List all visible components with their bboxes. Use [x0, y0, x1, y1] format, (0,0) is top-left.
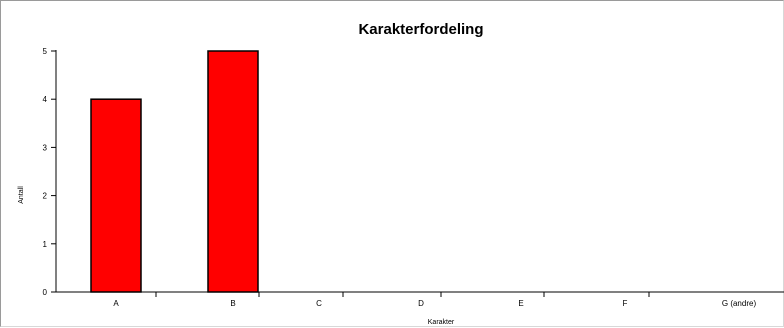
y-axis-ticks: 0 1 2 3 4 5 [43, 47, 56, 297]
y-tick-label: 1 [43, 240, 48, 249]
bars [90, 50, 259, 293]
x-axis-ticks: A B C D E F G (andre) [113, 292, 756, 308]
bar [207, 50, 259, 293]
y-tick-label: 0 [43, 288, 48, 297]
x-tick-label: E [518, 299, 523, 308]
x-tick-label: C [316, 299, 322, 308]
bar [90, 98, 142, 293]
x-tick-label: B [230, 299, 235, 308]
y-tick-label: 2 [43, 192, 48, 201]
chart-title: Karakterfordeling [358, 21, 483, 38]
x-tick-label: A [113, 299, 119, 308]
x-axis-label: Karakter [428, 319, 455, 326]
x-tick-label: G (andre) [722, 299, 757, 308]
y-tick-label: 5 [43, 47, 48, 56]
y-tick-label: 3 [43, 143, 48, 152]
y-tick-label: 4 [43, 95, 48, 104]
x-tick-label: D [418, 299, 424, 308]
x-tick-label: F [623, 299, 628, 308]
y-axis-label: Antall [18, 186, 25, 204]
